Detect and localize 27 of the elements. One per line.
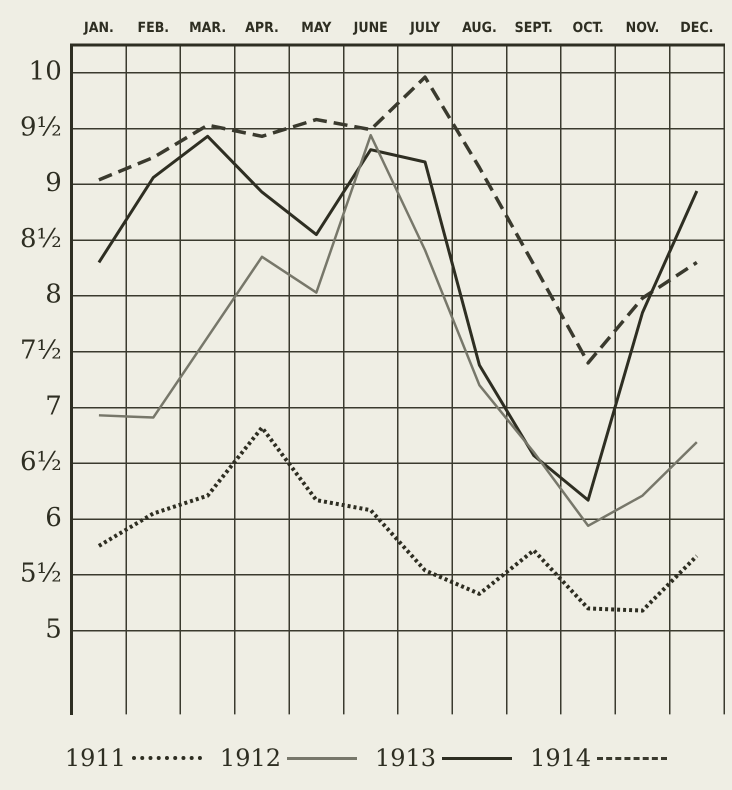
x-tick-label: MAR. (189, 20, 226, 36)
x-tick-label: JAN. (83, 20, 114, 36)
x-tick-label: JUNE (352, 20, 388, 36)
y-tick-label: 5½ (20, 558, 62, 589)
x-tick-label: FEB. (137, 20, 170, 36)
y-tick-label: 7½ (20, 335, 62, 366)
y-tick-label: 6½ (20, 447, 62, 478)
y-tick-label: 7 (45, 391, 62, 422)
y-tick-label: 8 (45, 280, 62, 310)
y-tick-label: 9½ (20, 112, 62, 142)
y-tick-label: 10 (28, 56, 62, 86)
x-tick-label: AUG. (462, 20, 497, 36)
y-tick-label: 5 (45, 614, 62, 644)
legend-label: 1914 (530, 744, 592, 772)
legend-label: 1911 (64, 744, 126, 772)
x-tick-label: DEC. (680, 20, 714, 36)
x-tick-label: JULY (409, 20, 441, 36)
x-tick-label: NOV. (626, 20, 660, 36)
x-tick-label: MAY (301, 20, 332, 36)
x-tick-label: APR. (245, 20, 279, 36)
legend-label: 1913 (375, 744, 436, 772)
y-tick-label: 8½ (20, 224, 62, 254)
y-tick-label: 9 (45, 168, 62, 198)
y-tick-label: 6 (45, 502, 62, 533)
legend-label: 1912 (220, 744, 281, 772)
x-tick-label: OCT. (572, 20, 604, 36)
x-tick-label: SEPT. (514, 20, 553, 36)
